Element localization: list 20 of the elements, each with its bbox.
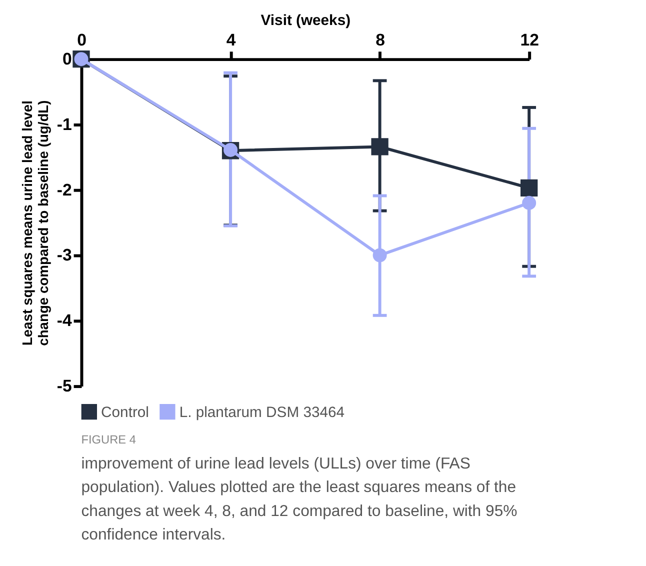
y-tick-label: -4 bbox=[56, 311, 72, 330]
point bbox=[522, 196, 536, 210]
x-tick-label: 8 bbox=[376, 30, 385, 50]
y-tick-label: -3 bbox=[56, 246, 72, 265]
y-axis-title: Least squares means urine lead level change compared to baseline (ug/dL) bbox=[19, 100, 51, 346]
x-tick-label: 12 bbox=[520, 30, 539, 50]
y-tick-label: -1 bbox=[56, 114, 72, 134]
point bbox=[520, 179, 538, 196]
x-tick-label: 4 bbox=[226, 30, 236, 50]
x-tick-label: 0 bbox=[77, 30, 86, 50]
y-tick-label: -5 bbox=[56, 376, 72, 396]
y-tick-label: 0 bbox=[62, 50, 72, 69]
point bbox=[371, 138, 388, 156]
x-axis-title: Visit (weeks) bbox=[260, 12, 351, 29]
text: improvement of urine lead levels (ULLs) over time (FAS population). Values plotted are the least squares means of the changes at week 4, 8, and 12 compared to baseline, with 95% confidence intervals. bbox=[81, 455, 518, 544]
y-tick-label: -2 bbox=[56, 180, 72, 200]
caption: FIGURE 4 bbox=[81, 432, 136, 447]
legend-label: L. plantarum DSM 33464 bbox=[179, 404, 345, 421]
legend-label: Control bbox=[101, 404, 149, 421]
point bbox=[372, 248, 387, 262]
